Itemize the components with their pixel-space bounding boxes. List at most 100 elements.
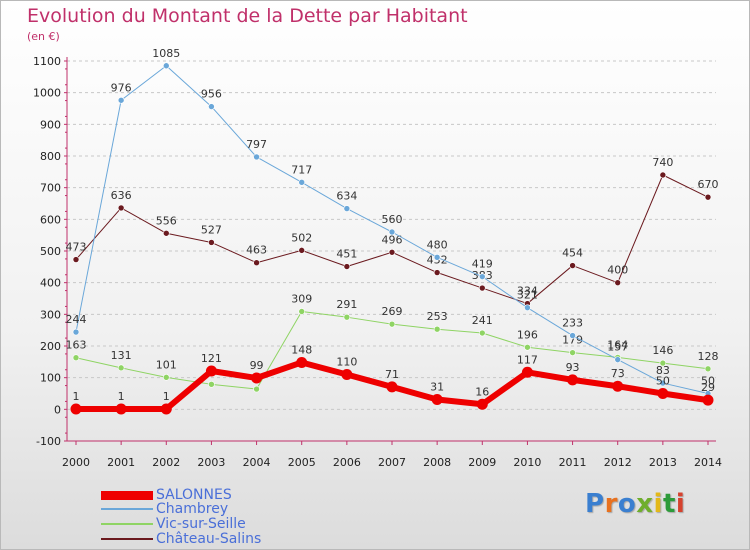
data-point [343, 313, 351, 321]
data-point [298, 247, 306, 254]
data-label: 560 [382, 213, 403, 226]
data-label: 99 [250, 359, 264, 372]
data-point [569, 262, 576, 269]
x-tick-label: 2007 [378, 456, 406, 469]
data-label: 148 [291, 343, 312, 356]
data-point [253, 153, 260, 161]
data-point [612, 380, 624, 392]
data-label: 480 [427, 238, 448, 251]
data-label: 196 [517, 328, 538, 341]
data-point [704, 365, 712, 373]
data-label: 128 [698, 350, 719, 363]
data-label: 50 [656, 375, 670, 388]
data-label: 502 [291, 231, 312, 244]
legend-label: SALONNES [156, 487, 232, 503]
data-label: 321 [517, 289, 538, 302]
data-point [702, 394, 714, 406]
x-tick-label: 2005 [288, 456, 316, 469]
data-point [433, 325, 441, 333]
logo-letter: t [662, 489, 676, 519]
x-tick-label: 2000 [62, 456, 90, 469]
data-label: 131 [111, 349, 132, 362]
data-label: 253 [427, 310, 448, 323]
data-point [657, 388, 669, 399]
data-label: 309 [291, 292, 312, 305]
data-point [567, 374, 579, 386]
y-tick-label: 600 [40, 213, 61, 226]
data-label: 71 [385, 368, 399, 381]
data-point [205, 365, 217, 377]
data-label: 1 [118, 390, 125, 403]
logo-letter: r [604, 489, 618, 519]
data-point [478, 284, 486, 292]
data-point [433, 269, 441, 276]
y-tick-label: 700 [40, 182, 61, 195]
data-label: 527 [201, 223, 222, 236]
legend-label: Château-Salins [156, 531, 262, 547]
data-label: 244 [66, 313, 87, 326]
data-point [521, 366, 533, 378]
data-label: 29 [701, 381, 715, 394]
y-tick-label: 900 [40, 118, 61, 131]
x-tick-label: 2013 [649, 456, 677, 469]
data-point [388, 320, 396, 328]
legend-label: Chambrey [156, 501, 229, 517]
data-point [569, 349, 576, 356]
data-label: 636 [111, 189, 132, 202]
data-point [117, 96, 125, 104]
data-label: 16 [475, 385, 489, 398]
chart-title: Evolution du Montant de la Dette par Hab… [27, 5, 468, 27]
data-label: 233 [562, 317, 583, 330]
data-label: 50 [701, 375, 715, 388]
x-tick-label: 2006 [333, 456, 361, 469]
data-point [659, 171, 667, 179]
data-label: 556 [156, 214, 177, 227]
y-tick-label: -100 [36, 435, 61, 448]
data-point [476, 398, 488, 410]
data-point [704, 193, 712, 201]
data-label: 241 [472, 314, 493, 327]
x-tick-label: 2008 [423, 456, 451, 469]
data-label: 740 [652, 156, 673, 169]
data-label: 956 [201, 88, 222, 101]
data-point [162, 374, 170, 381]
data-point [433, 254, 441, 261]
data-label: 496 [382, 233, 403, 246]
data-label: 101 [156, 358, 177, 371]
data-label: 976 [111, 81, 132, 94]
data-label: 451 [336, 248, 357, 261]
data-point [296, 356, 308, 368]
data-point [208, 239, 215, 246]
legend-item-chateau-salins: Château-Salins [101, 532, 261, 546]
x-tick-label: 2001 [107, 456, 135, 469]
data-point [659, 359, 667, 367]
legend-swatch [101, 523, 153, 525]
x-tick-label: 2010 [513, 456, 541, 469]
legend-swatch [101, 538, 153, 540]
data-point [72, 354, 80, 362]
data-label: 163 [66, 339, 87, 352]
data-point [388, 248, 396, 256]
data-point [298, 178, 306, 186]
data-point [298, 308, 306, 315]
legend-item-salonnes: SALONNES [101, 488, 232, 502]
data-point [343, 263, 351, 270]
data-point [117, 364, 125, 372]
data-label: 1 [163, 390, 170, 403]
logo-letter: P [585, 489, 605, 519]
data-point [524, 304, 531, 311]
y-tick-label: 100 [40, 372, 61, 385]
y-tick-label: 1000 [33, 87, 61, 100]
data-point [208, 381, 215, 388]
x-tick-label: 2014 [694, 456, 722, 469]
y-tick-label: 800 [40, 150, 61, 163]
logo-letter: o [617, 489, 637, 519]
data-point [478, 273, 486, 280]
data-label: 83 [656, 364, 670, 377]
data-label: 454 [562, 247, 583, 260]
y-tick-label: 200 [40, 340, 61, 353]
series-chambrey: 244 976 1085 956 797 717 634 560 480 419 321 233 157… [66, 47, 715, 397]
y-tick-label: 400 [40, 277, 61, 290]
